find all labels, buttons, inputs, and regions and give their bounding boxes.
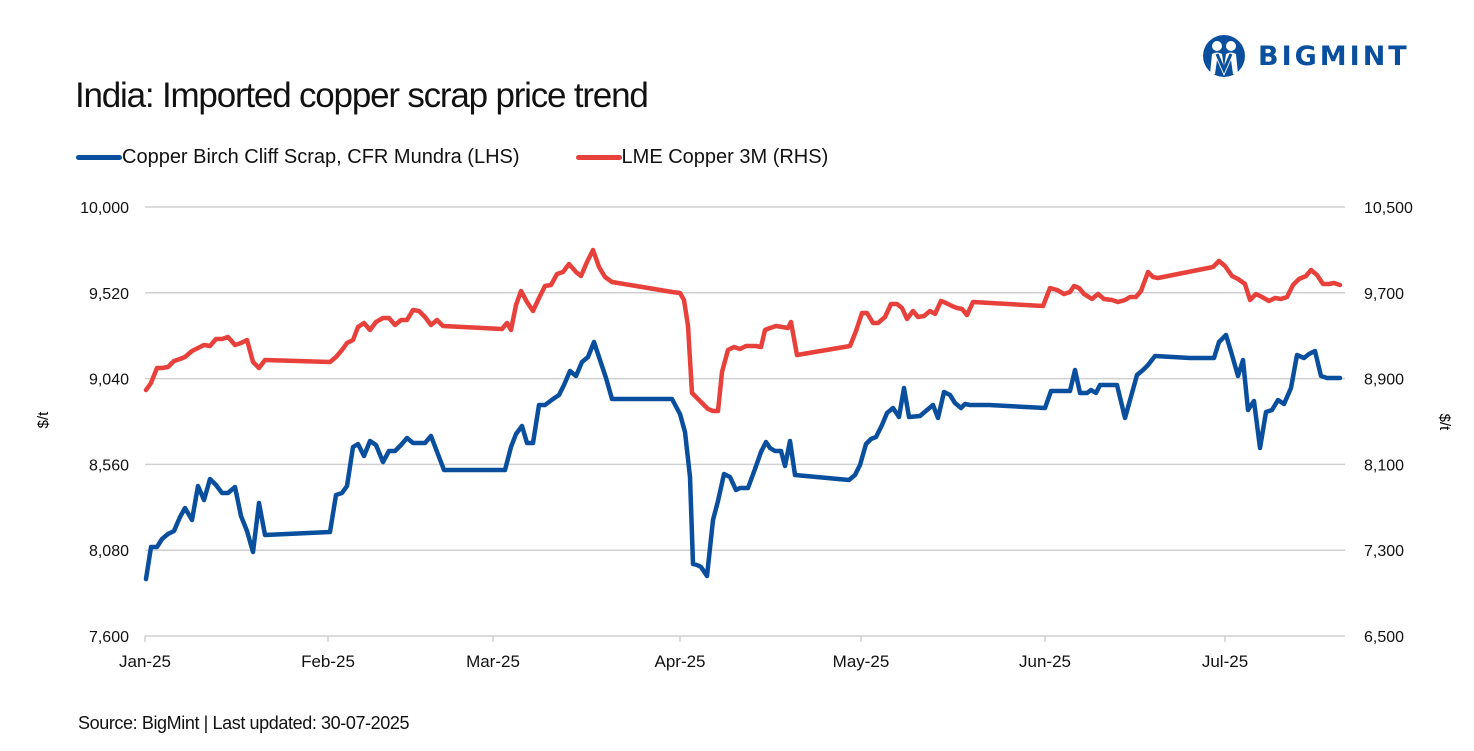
x-tick-label: Jan-25 (119, 652, 171, 671)
x-tick-label: Jun-25 (1019, 652, 1071, 671)
x-axis: Jan-25 Feb-25 Mar-25 Apr-25 May-25 Jun-25 Jul-… (119, 636, 1248, 671)
legend-item-scrap: Copper Birch Cliff Scrap, CFR Mundra (LH… (76, 146, 520, 169)
y-tick-right: 9,700 (1364, 286, 1404, 303)
y-tick-left: 9,520 (89, 286, 129, 303)
y-axis-left-label: $/t (35, 411, 52, 429)
chart-legend: Copper Birch Cliff Scrap, CFR Mundra (LH… (76, 146, 884, 169)
x-tick-label: May-25 (833, 652, 890, 671)
y-tick-left: 7,600 (89, 629, 129, 646)
y-tick-right: 8,900 (1364, 372, 1404, 389)
y-axis-left: 10,000 9,520 9,040 8,560 8,080 7,600 (80, 200, 129, 646)
legend-label-lme: LME Copper 3M (RHS) (621, 146, 829, 168)
source-note: Source: BigMint | Last updated: 30-07-20… (78, 713, 410, 733)
y-tick-left: 8,080 (89, 543, 129, 560)
y-tick-right: 8,100 (1364, 457, 1404, 474)
bigmint-logo: BIGMINT (1202, 34, 1410, 78)
x-tick-label: Jul-25 (1202, 652, 1248, 671)
series-line-birch-cliff-scrap (143, 332, 1343, 582)
y-tick-left: 9,040 (89, 372, 129, 389)
y-tick-right: 6,500 (1364, 629, 1404, 646)
bigmint-logo-icon (1203, 35, 1245, 77)
y-tick-right: 7,300 (1364, 543, 1404, 560)
y-tick-left: 10,000 (80, 200, 129, 217)
chart-title: India: Imported copper scrap price trend (75, 76, 649, 115)
y-axis-right: 10,500 9,700 8,900 8,100 7,300 6,500 (1364, 200, 1413, 646)
gridlines (145, 206, 1345, 637)
y-axis-right-label: $/t (1436, 414, 1453, 432)
y-tick-right: 10,500 (1364, 200, 1413, 217)
legend-swatch-red (575, 155, 622, 160)
x-tick-label: Apr-25 (654, 652, 705, 671)
logo-text: BIGMINT (1258, 40, 1410, 72)
x-tick-label: Feb-25 (301, 652, 355, 671)
legend-swatch-blue (76, 155, 122, 160)
legend-label-scrap: Copper Birch Cliff Scrap, CFR Mundra (LH… (122, 146, 520, 168)
legend-item-lme: LME Copper 3M (RHS) (575, 146, 829, 169)
y-tick-left: 8,560 (89, 457, 129, 474)
x-tick-label: Mar-25 (466, 652, 520, 671)
series-line-lme-copper (143, 247, 1343, 414)
